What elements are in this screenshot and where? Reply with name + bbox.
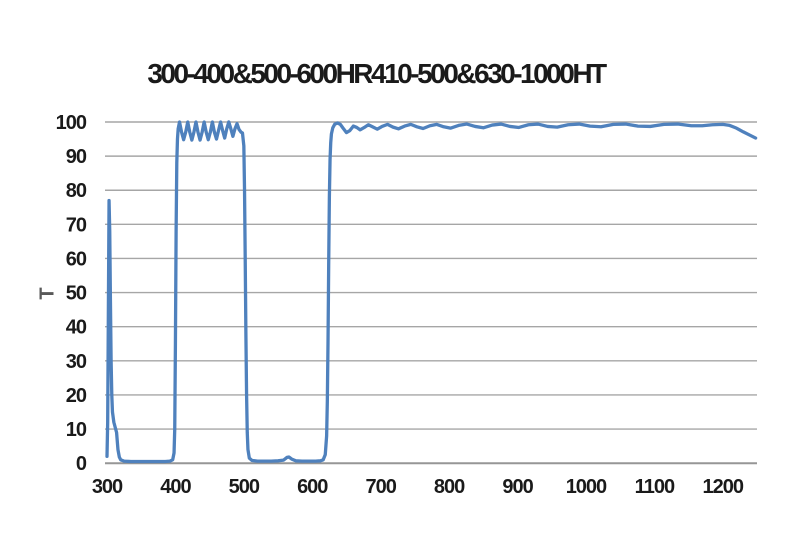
x-axis-tick-labels: 300 400 500 600 700 800 900 1000 1100 1200 <box>92 476 745 498</box>
y-tick-label: 0 <box>76 453 87 475</box>
x-tick-label: 900 <box>502 476 533 498</box>
y-tick-label: 90 <box>66 146 87 168</box>
x-tick-label: 600 <box>297 476 328 498</box>
x-tick-label: 1100 <box>635 476 675 498</box>
chart-title: 300-400&500-600HR410-500&630-1000HT <box>147 58 607 89</box>
series-group <box>105 120 758 464</box>
y-tick-label: 10 <box>66 419 87 441</box>
y-axis-tick-labels: 0 10 20 30 40 50 60 70 80 90 100 <box>56 112 88 475</box>
x-tick-label: 800 <box>434 476 465 498</box>
x-tick-label: 500 <box>229 476 260 498</box>
x-tick-label: 400 <box>160 476 191 498</box>
y-tick-label: 30 <box>66 351 87 373</box>
x-tick-label: 700 <box>365 476 396 498</box>
y-tick-label: 80 <box>66 180 87 202</box>
series-line <box>105 120 758 464</box>
x-tick-label: 1200 <box>703 476 744 498</box>
x-tick-label: 300 <box>92 476 123 498</box>
y-tick-label: 40 <box>66 317 87 339</box>
y-tick-label: 100 <box>56 112 87 134</box>
y-tick-label: 70 <box>66 214 87 236</box>
y-axis-title: T <box>36 287 59 300</box>
x-tick-label: 1000 <box>566 476 607 498</box>
y-tick-label: 60 <box>66 248 87 270</box>
gridlines-group <box>105 121 757 465</box>
y-tick-label: 20 <box>66 385 87 407</box>
y-tick-label: 50 <box>66 283 87 305</box>
